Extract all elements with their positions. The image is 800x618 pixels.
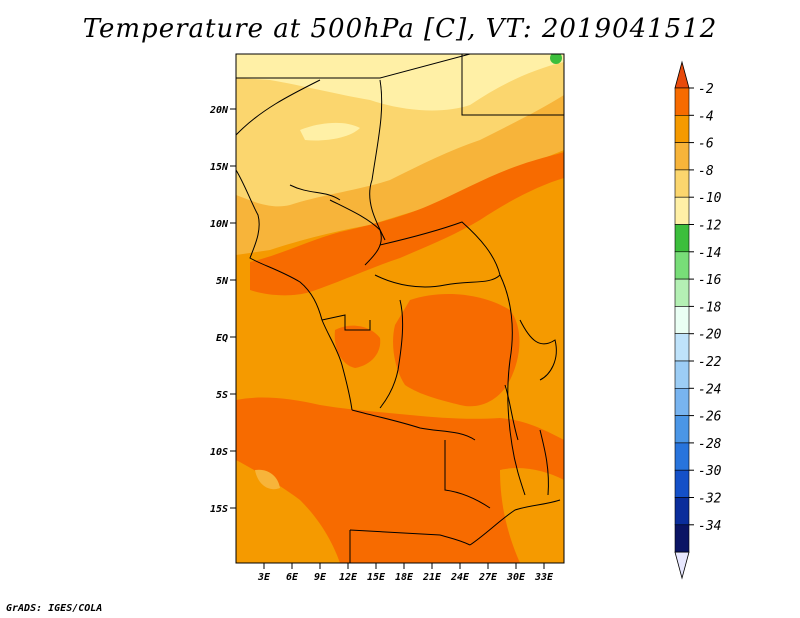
colorbar-label: -2 <box>698 82 714 97</box>
colorbar-label: -6 <box>698 137 714 152</box>
border-east-africa <box>519 319 557 381</box>
colorbar-label: -20 <box>698 328 722 343</box>
lon-tick-label: 21E <box>422 572 442 583</box>
lon-tick-label: 18E <box>395 572 414 583</box>
colorbar-label: -30 <box>698 464 722 479</box>
colorbar-segment <box>674 360 690 389</box>
colorbar-segment <box>674 87 690 116</box>
lat-tick-label: EQ <box>216 333 228 344</box>
country-borders <box>236 54 564 563</box>
map-frame <box>235 53 565 564</box>
colorbar-segment <box>674 251 690 280</box>
lon-tick-label: 30E <box>506 572 526 583</box>
field-cream-north <box>236 54 564 111</box>
colorbar-label: -28 <box>698 437 722 452</box>
colorbar-segment <box>674 142 690 171</box>
colorbar-label: -24 <box>698 382 721 397</box>
border-sahara-west <box>236 79 321 136</box>
lat-tick-label: 15S <box>210 504 228 515</box>
field-deep-orange-west <box>334 325 381 368</box>
colorbar-label: -8 <box>698 164 714 179</box>
colorbar-label: -4 <box>698 109 714 124</box>
colorbar-segment <box>674 524 690 553</box>
lat-tick-label: 5S <box>216 390 228 401</box>
lat-tick-label: 20N <box>209 105 229 116</box>
colorbar-label: -18 <box>698 300 722 315</box>
border-chad-sudan <box>369 79 386 241</box>
border-car-north <box>379 221 501 276</box>
colorbar-label: -16 <box>698 273 722 288</box>
colorbar-label: -32 <box>698 492 722 507</box>
border-libya-sudan <box>236 54 471 79</box>
lat-tick-label: 10N <box>210 219 229 230</box>
colorbar-segment <box>674 415 690 444</box>
border-malawi <box>539 429 549 496</box>
colorbar-segment <box>674 196 690 225</box>
field-cream-patch <box>300 122 360 141</box>
border-lake-tanganyika <box>504 384 519 441</box>
grads-credit: GrADS: IGES/COLA <box>6 603 103 614</box>
map-title: Temperature at 500hPa [C], VT: 201904151… <box>82 14 718 44</box>
border-niger-chad <box>289 184 341 201</box>
field-deep-orange-band <box>250 152 564 296</box>
colorbar-label: -22 <box>698 355 722 370</box>
lon-axis: 3E 6E 9E 12E 15E 18E 21E 24E 27E 30E 33E <box>257 563 554 583</box>
border-angola-east <box>444 440 491 509</box>
colorbar-segment <box>674 469 690 498</box>
border-gabon <box>321 314 371 331</box>
colorbar-label: -34 <box>698 519 721 534</box>
field-deep-orange-congo <box>393 294 520 407</box>
lat-tick-label: 10S <box>210 447 228 458</box>
colorbar-top-triangle <box>674 60 690 89</box>
field-light-orange-pocket <box>255 469 280 490</box>
lon-tick-label: 15E <box>367 572 386 583</box>
lat-axis: 20N 15N 10N 5N EQ 5S 10S 15S <box>209 105 236 515</box>
colorbar-segment <box>674 169 690 198</box>
field-green-cell <box>550 54 562 64</box>
colorbar-label: -26 <box>698 410 722 425</box>
field-mid-orange-southwest <box>236 460 340 563</box>
colorbar-segment <box>674 497 690 526</box>
temperature-field <box>236 54 564 563</box>
border-coastline-west <box>236 169 353 411</box>
colorbar-segment <box>674 278 690 307</box>
colorbar-segment <box>674 115 690 143</box>
colorbar: -2 -4 -6 -8 -10 -12 -14 -16 -18 -20 -22 -24 -26 -28 -3… <box>674 60 722 580</box>
lon-tick-label: 27E <box>478 572 498 583</box>
lon-tick-label: 3E <box>257 572 271 583</box>
border-angola-south <box>349 529 471 546</box>
lat-tick-label: 5N <box>216 276 229 287</box>
lon-tick-label: 6E <box>286 572 299 583</box>
colorbar-label: -10 <box>698 191 722 206</box>
colorbar-segment <box>674 224 690 253</box>
colorbar-segment <box>674 387 690 416</box>
border-car-south <box>374 274 501 288</box>
border-sudan-egypt <box>461 54 564 116</box>
lon-tick-label: 12E <box>339 572 358 583</box>
lat-tick-label: 15N <box>210 162 229 173</box>
colorbar-segment <box>674 333 690 362</box>
colorbar-label: -14 <box>698 246 721 261</box>
colorbar-segment <box>674 442 690 471</box>
lon-tick-label: 24E <box>450 572 470 583</box>
border-congo-drc <box>379 299 404 409</box>
colorbar-segment <box>674 306 690 334</box>
colorbar-label: -12 <box>698 219 722 234</box>
border-angola-north <box>351 409 476 441</box>
colorbar-bottom-triangle <box>674 551 690 580</box>
border-zambia-south <box>469 499 561 546</box>
lon-tick-label: 9E <box>314 572 327 583</box>
lon-tick-label: 33E <box>534 572 554 583</box>
